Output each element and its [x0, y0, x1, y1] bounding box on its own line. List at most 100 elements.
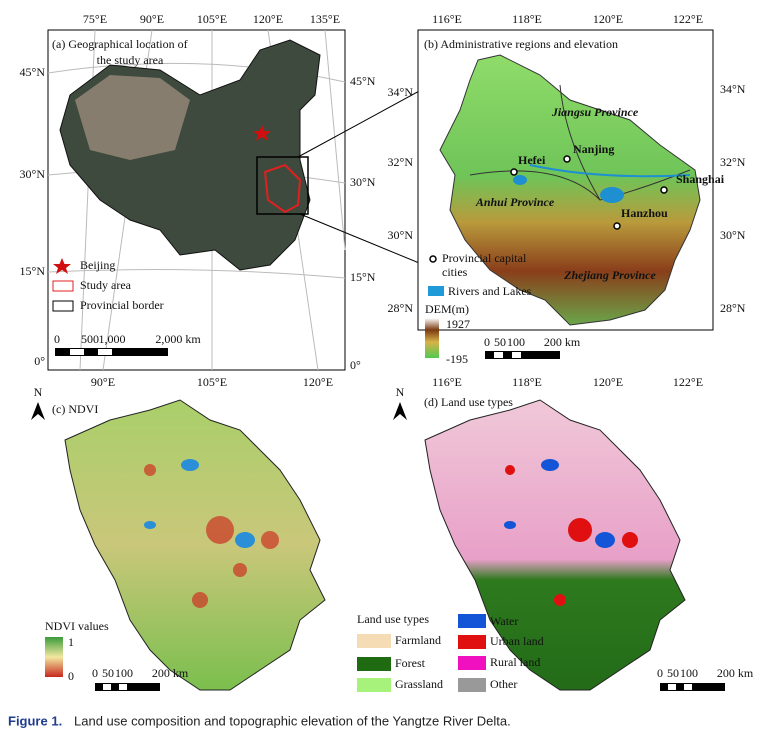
landuse-swatches	[357, 614, 486, 692]
legend-border-swatch	[52, 300, 74, 312]
lon-label: 105°E	[197, 12, 227, 26]
study-area-outline	[263, 163, 302, 214]
lat-label: 0°	[34, 354, 45, 368]
panel-title: (a) Geographical location of	[52, 37, 188, 51]
legend-label: Urban land	[490, 634, 544, 648]
lon-label: 75°E	[83, 12, 107, 26]
lat-label: 30°N	[20, 167, 46, 181]
beijing-star	[253, 125, 271, 141]
panel-title: (c) NDVI	[52, 402, 98, 416]
ndvi-water	[144, 459, 255, 548]
lat-label: 15°N	[20, 264, 46, 278]
elevation-map	[439, 54, 701, 326]
province-label: Zhejiang Province	[563, 268, 656, 282]
legend-label: -195	[446, 352, 468, 366]
lon-label: 118°E	[512, 375, 542, 389]
lon-label: 90°E	[91, 375, 115, 389]
legend-star	[53, 258, 71, 274]
legend-label: Provincial border	[80, 298, 164, 312]
legend-label: 1	[68, 635, 74, 649]
scale-bar-b	[485, 351, 560, 359]
scale-label: 0	[484, 335, 490, 349]
legend-label: Farmland	[395, 633, 441, 647]
legend-label: Other	[490, 677, 517, 691]
north-label: N	[34, 385, 43, 399]
lat-label: 28°N	[388, 301, 414, 315]
scale-label: 2,000 km	[155, 332, 201, 346]
legend-label: Forest	[395, 656, 426, 670]
scale-label: 50	[667, 666, 679, 680]
panel-title: (d) Land use types	[424, 395, 513, 409]
scale-bar-a	[55, 348, 168, 356]
lat-label: 34°N	[720, 82, 746, 96]
north-arrow	[393, 402, 407, 420]
scale-bar-d	[660, 683, 725, 691]
legend-label: Grassland	[395, 677, 443, 691]
lat-label: 45°N	[350, 74, 376, 88]
panel-title: the study area	[97, 53, 164, 67]
legend-label: 1927	[446, 317, 470, 331]
scale-label: 0	[92, 666, 98, 680]
province-label: Jiangsu Province	[551, 105, 639, 119]
western-region	[75, 75, 190, 160]
lat-label: 30°N	[720, 228, 746, 242]
province-label: Anhui Province	[475, 195, 555, 209]
lon-label: 120°E	[593, 375, 623, 389]
city-label: Hanzhou	[621, 206, 668, 220]
lat-label: 32°N	[388, 155, 414, 169]
lat-label: 30°N	[350, 175, 376, 189]
landuse-map	[424, 399, 686, 691]
scale-label: 1,000	[99, 332, 126, 346]
lon-label: 122°E	[673, 12, 703, 26]
lat-label: 45°N	[20, 65, 46, 79]
lon-label: 120°E	[593, 12, 623, 26]
legend-label: Provincial capital	[442, 251, 527, 265]
lake	[600, 187, 624, 203]
ndvi-map	[64, 399, 326, 691]
city-label: Hefei	[518, 153, 546, 167]
caption-label: Figure 1.	[8, 713, 62, 728]
lon-label: 90°E	[140, 12, 164, 26]
scale-label: 50	[494, 335, 506, 349]
lat-label: 28°N	[720, 301, 746, 315]
legend-label: Beijing	[80, 258, 115, 272]
scale-bar-c	[95, 683, 160, 691]
lat-label: 30°N	[388, 228, 414, 242]
scale-label: 100	[680, 666, 698, 680]
scale-label: 100	[115, 666, 133, 680]
lat-label: 15°N	[350, 270, 376, 284]
lon-label: 122°E	[673, 375, 703, 389]
legend-title: Land use types	[357, 612, 429, 626]
lat-label: 32°N	[720, 155, 746, 169]
ndvi-urban-patches	[144, 464, 279, 608]
scale-label: 50	[102, 666, 114, 680]
north-arrow	[31, 402, 45, 420]
scale-label: 200 km	[544, 335, 581, 349]
lake	[513, 175, 527, 185]
urban-patches	[505, 465, 638, 606]
legend-title: NDVI values	[45, 619, 109, 633]
city-label: Nanjing	[573, 142, 614, 156]
landuse-water	[504, 459, 615, 548]
scale-label: 0	[657, 666, 663, 680]
city-markers	[429, 155, 668, 263]
legend-label: Water	[490, 614, 518, 628]
legend-title: DEM(m)	[425, 302, 469, 316]
legend-study-swatch	[52, 280, 74, 292]
lon-label: 105°E	[197, 375, 227, 389]
legend-label: Study area	[80, 278, 132, 292]
ndvi-ramp	[45, 637, 63, 677]
scale-label: 200 km	[152, 666, 189, 680]
scale-label: 0	[54, 332, 60, 346]
legend-label: Rural land	[490, 655, 540, 669]
scale-label: 200 km	[717, 666, 754, 680]
lon-label: 135°E	[310, 12, 340, 26]
caption-text: Land use composition and topographic ele…	[74, 713, 511, 728]
lon-label: 116°E	[432, 375, 462, 389]
legend-water-swatch	[428, 286, 444, 296]
legend-label: 0	[68, 669, 74, 683]
scale-label: 500	[81, 332, 99, 346]
north-label: N	[396, 385, 405, 399]
lon-label: 120°E	[253, 12, 283, 26]
